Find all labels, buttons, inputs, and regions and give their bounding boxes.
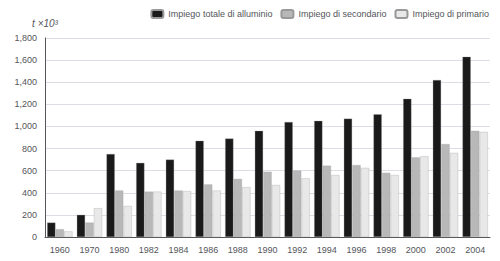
svg-text:Impiego totale di alluminio: Impiego totale di alluminio [168,9,272,19]
svg-text:0: 0 [32,232,37,242]
svg-text:1,200: 1,200 [14,99,37,109]
svg-text:1,000: 1,000 [14,121,37,131]
svg-text:1,400: 1,400 [14,77,37,87]
svg-text:200: 200 [22,210,37,220]
svg-text:1990: 1990 [257,245,277,255]
svg-text:1988: 1988 [228,245,248,255]
svg-text:400: 400 [22,188,37,198]
svg-text:1998: 1998 [376,245,396,255]
svg-text:1970: 1970 [79,245,99,255]
svg-text:2004: 2004 [465,245,485,255]
svg-text:1,800: 1,800 [14,33,37,43]
svg-text:1996: 1996 [346,245,366,255]
svg-text:1982: 1982 [139,245,159,255]
svg-text:1994: 1994 [317,245,337,255]
svg-text:1984: 1984 [168,245,188,255]
svg-text:1960: 1960 [50,245,70,255]
svg-text:t ×10³: t ×10³ [32,18,59,29]
svg-text:Impiego di primario: Impiego di primario [412,9,489,19]
svg-text:Impiego di secondario: Impiego di secondario [298,9,386,19]
svg-text:1,600: 1,600 [14,55,37,65]
svg-text:600: 600 [22,166,37,176]
svg-text:1992: 1992 [287,245,307,255]
svg-text:2002: 2002 [435,245,455,255]
svg-text:1980: 1980 [109,245,129,255]
svg-text:800: 800 [22,144,37,154]
svg-text:2000: 2000 [406,245,426,255]
svg-text:1986: 1986 [198,245,218,255]
